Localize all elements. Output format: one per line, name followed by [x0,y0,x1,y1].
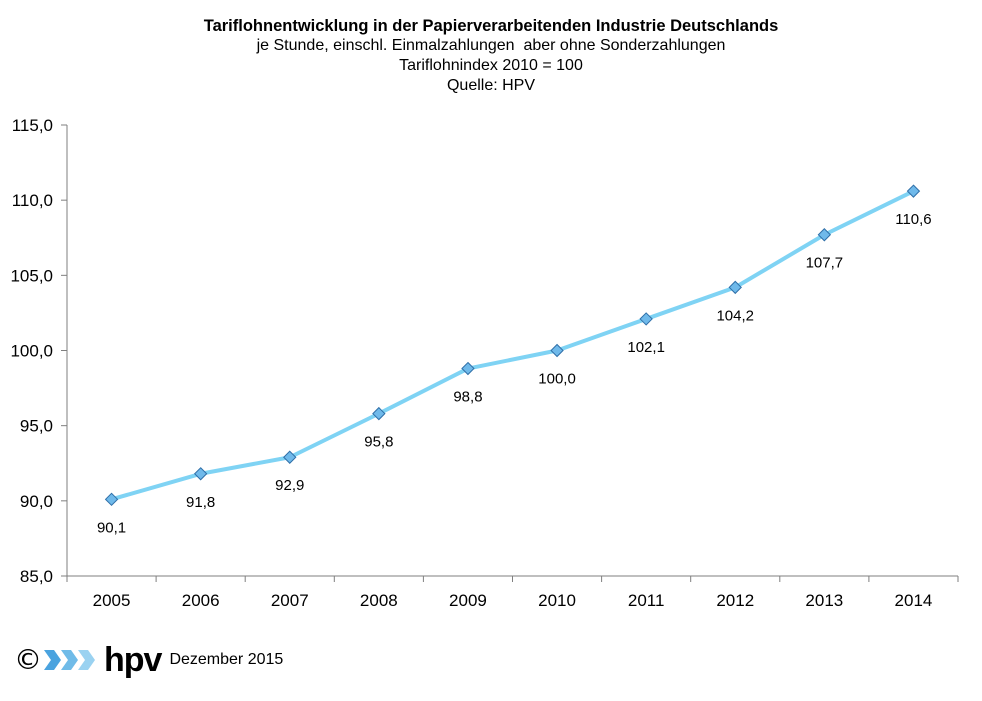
y-tick-label: 100,0 [10,342,53,361]
data-point-marker [104,492,119,507]
chart-subtitle-2: Tariflohnindex 2010 = 100 [399,57,583,74]
y-tick-label: 95,0 [20,417,53,436]
x-tick-label: 2010 [538,591,576,610]
chart-subtitle-3: Quelle: HPV [446,77,536,94]
data-point-marker [461,361,475,376]
data-label: 91,8 [186,494,215,511]
data-point-marker [906,184,921,198]
y-tick-label: 110,0 [12,191,53,210]
line-chart: 85,0 90,0 95,0 100,0 105,0 110,0 115,0 2005 2006… [10,116,959,610]
data-point-marker [817,228,832,242]
x-tick-label: 2007 [271,591,309,610]
y-tick-label: 90,0 [20,492,53,511]
data-point-marker [372,406,386,421]
copyright-symbol: © [14,643,42,676]
x-tick-label: 2011 [628,591,665,610]
y-tick-label: 85,0 [20,567,53,586]
x-tick-label: 2006 [182,591,220,610]
chart-title: Tariflohnentwicklung in der Papierverarb… [203,17,779,35]
x-tick-label: 2014 [895,591,933,610]
footer: © hpv Dezember 2015 [14,640,283,680]
hpv-logo-text: hpv [104,641,162,679]
series-line [110,189,915,502]
data-label: 98,8 [453,389,482,406]
data-label: 104,2 [716,307,754,324]
data-label: 90,1 [97,519,126,536]
y-tick-label: 115,0 [12,116,53,135]
data-label: 102,1 [627,339,665,356]
x-tick-label: 2009 [449,591,487,610]
data-point-marker [193,467,208,481]
x-tick-label: 2008 [360,591,398,610]
y-tick-label: 105,0 [10,266,53,285]
x-tick-label: 2012 [716,591,754,610]
chart-subtitle-1: je Stunde, einschl. Einmalzahlungen aber… [256,37,726,54]
hpv-logo-arrows-icon [44,650,95,670]
data-label: 110,6 [895,211,931,228]
data-point-marker [639,312,653,326]
chart-titles: Tariflohnentwicklung in der Papierverarb… [0,16,982,96]
data-label: 107,7 [806,255,844,272]
data-label: 100,0 [538,371,576,388]
data-point-marker [728,280,742,295]
data-point-marker [283,450,297,464]
data-label: 92,9 [275,477,304,494]
data-label: 95,8 [364,434,393,451]
x-tick-label: 2013 [805,591,843,610]
footer-date: Dezember 2015 [169,651,284,668]
x-tick-label: 2005 [93,591,131,610]
data-point-marker [550,343,564,358]
